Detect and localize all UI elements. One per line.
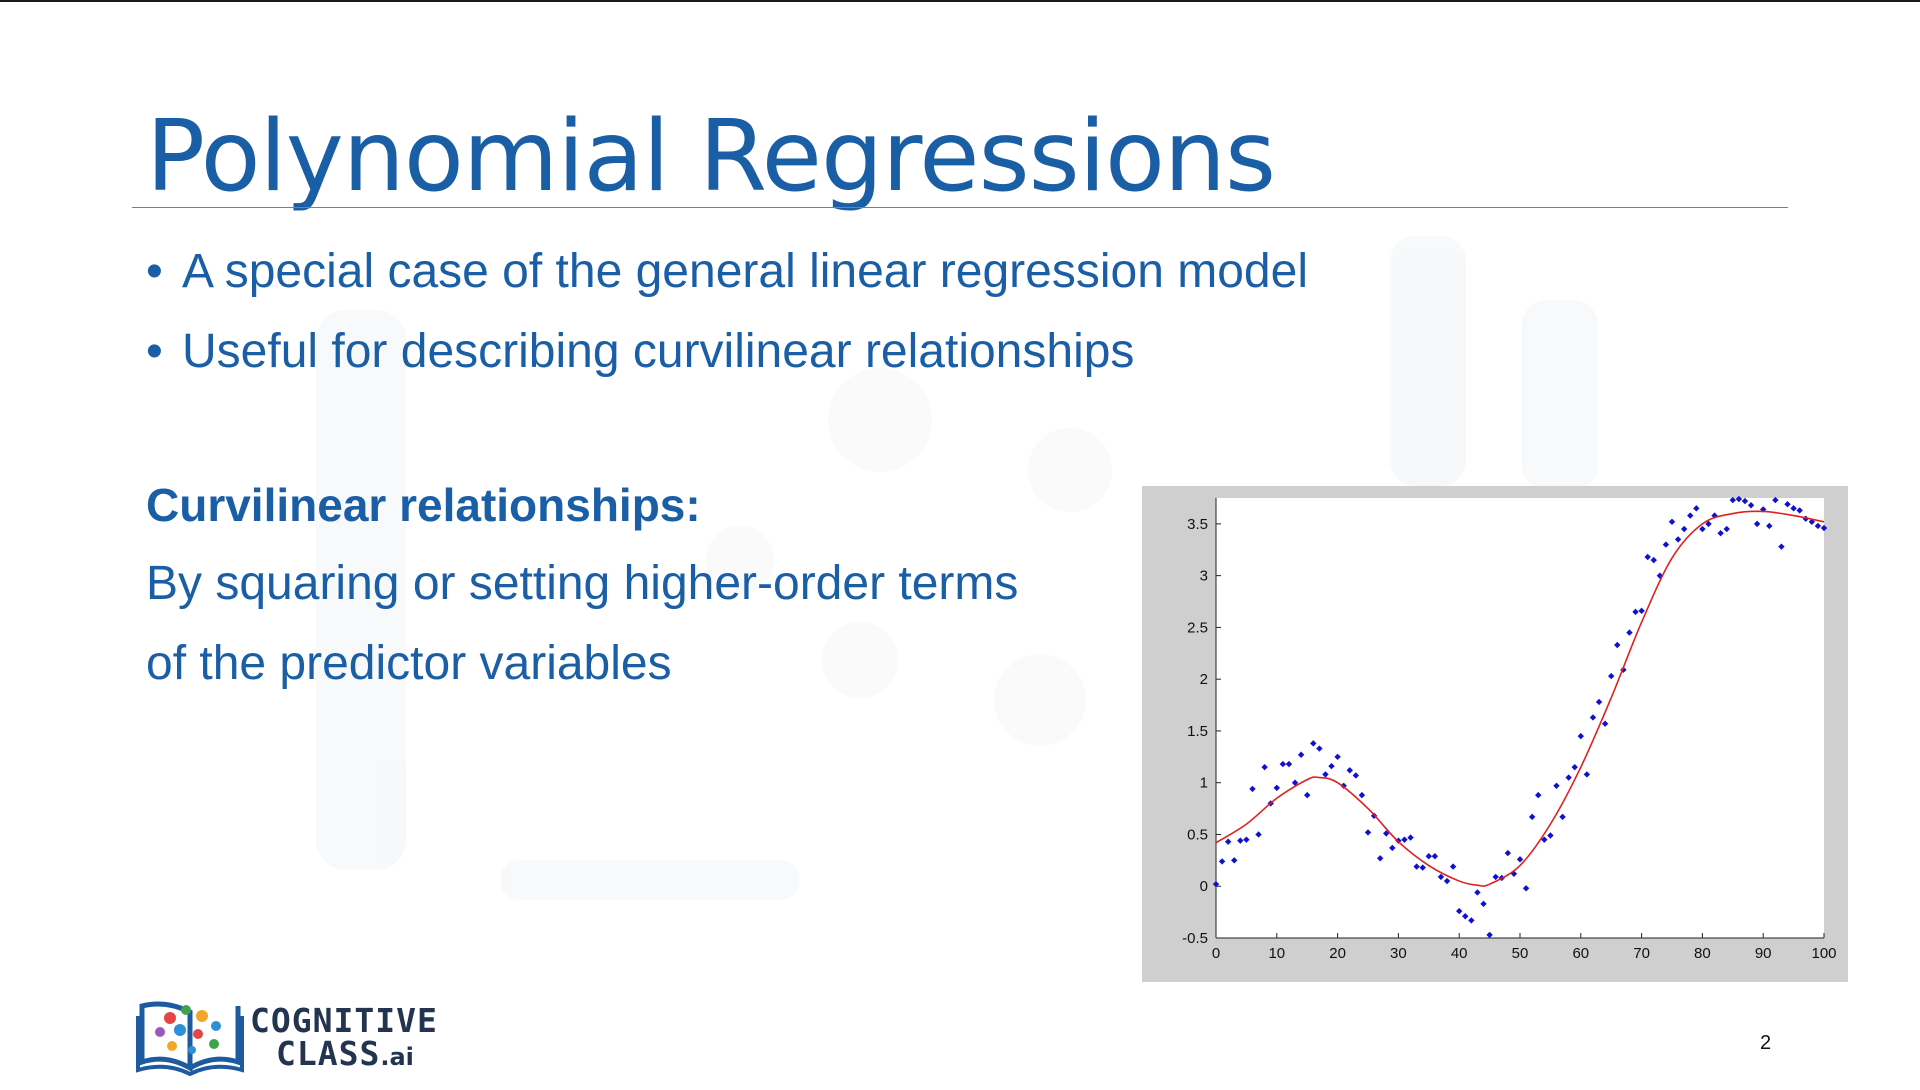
y-tick-label: 1.5 — [1187, 723, 1208, 740]
y-tick-label: 0.5 — [1187, 826, 1208, 843]
bullet-item: • Useful for describing curvilinear relat… — [146, 312, 1308, 392]
data-point — [1753, 520, 1761, 528]
data-point — [1784, 501, 1791, 508]
data-point — [1468, 917, 1475, 924]
logo-wordmark: COGNITIVE CLASS.ai — [250, 1004, 438, 1074]
x-tick-label: 80 — [1694, 945, 1711, 962]
data-point — [1735, 495, 1743, 503]
y-tick-label: 2 — [1200, 671, 1208, 688]
scatter-chart: 0 10 20 30 40 50 60 70 80 90 100-0.500.511.522.533… — [1182, 495, 1837, 962]
x-tick-label: 30 — [1390, 945, 1407, 962]
data-point — [1772, 496, 1779, 504]
data-point — [1680, 525, 1688, 533]
data-point — [1674, 536, 1682, 543]
bullet-text: A special case of the general linear reg… — [182, 245, 1308, 298]
section-heading: Curvilinear relationships: — [146, 479, 701, 531]
cognitive-class-logo: COGNITIVE CLASS.ai — [136, 996, 456, 1076]
x-tick-label: 0 — [1212, 945, 1220, 962]
data-point — [1668, 518, 1676, 526]
logo-suffix: .ai — [380, 1043, 414, 1071]
slide-title: Polynomial Regressions — [146, 100, 1276, 214]
x-tick-label: 50 — [1512, 945, 1529, 962]
y-tick-label: 1 — [1200, 775, 1208, 792]
data-point — [1741, 497, 1749, 505]
data-point — [1364, 829, 1372, 836]
data-point — [1638, 607, 1645, 615]
body-text-line: of the predictor variables — [146, 637, 672, 690]
x-tick-label: 90 — [1755, 945, 1772, 962]
page-number: 2 — [1760, 1032, 1772, 1054]
data-point — [1699, 525, 1706, 533]
data-point — [1656, 572, 1664, 579]
data-point — [1376, 855, 1384, 862]
y-tick-label: 0 — [1200, 878, 1208, 895]
x-tick-label: 100 — [1811, 945, 1836, 962]
top-rule — [0, 0, 1920, 2]
data-point — [1535, 791, 1542, 799]
fit-curve — [1215, 510, 1825, 887]
data-point — [1601, 720, 1609, 727]
bullet-item: • A special case of the general linear re… — [146, 232, 1308, 312]
plot-area — [1216, 498, 1824, 938]
bullet-dot-icon: • — [146, 325, 163, 378]
data-point — [1820, 524, 1828, 532]
data-point — [1510, 870, 1518, 878]
title-divider — [132, 207, 1788, 208]
logo-line-1: COGNITIVE — [250, 1001, 438, 1040]
data-point — [1650, 556, 1657, 564]
bullet-text: Useful for describing curvilinear relati… — [182, 325, 1135, 378]
data-point — [1723, 525, 1730, 533]
data-point — [1790, 505, 1797, 512]
data-point — [1796, 507, 1803, 514]
data-point — [1760, 506, 1767, 513]
y-tick-label: 3 — [1200, 568, 1208, 585]
data-point — [1346, 767, 1353, 774]
data-point — [1717, 530, 1724, 537]
data-point — [1224, 838, 1232, 845]
x-tick-label: 10 — [1268, 945, 1285, 962]
data-point — [1711, 512, 1718, 519]
data-point — [1212, 880, 1220, 888]
data-point — [1516, 856, 1524, 863]
data-point — [1443, 877, 1451, 885]
data-point — [1693, 505, 1700, 512]
data-point — [1687, 512, 1694, 519]
x-tick-label: 60 — [1572, 945, 1589, 962]
data-point — [1553, 782, 1560, 790]
bullet-list: • A special case of the general linear re… — [146, 232, 1308, 392]
data-point — [1814, 522, 1822, 530]
x-tick-label: 20 — [1329, 945, 1346, 962]
y-tick-label: -0.5 — [1182, 930, 1208, 947]
y-tick-label: 3.5 — [1187, 516, 1208, 533]
data-point — [1808, 518, 1816, 526]
data-point — [1729, 496, 1736, 504]
logo-line-2: CLASS — [276, 1034, 381, 1073]
data-point — [1747, 502, 1755, 509]
data-point — [1383, 830, 1390, 837]
logo-line-2-group: CLASS.ai — [250, 1037, 438, 1074]
body-text-line: By squaring or setting higher-order term… — [146, 557, 1019, 610]
logo-book-icon — [136, 1001, 244, 1076]
data-point — [1662, 541, 1670, 548]
data-point — [1778, 543, 1785, 550]
data-point — [1431, 853, 1439, 860]
bullet-dot-icon: • — [146, 245, 163, 298]
y-tick-label: 2.5 — [1187, 619, 1208, 636]
chart-frame: 0 10 20 30 40 50 60 70 80 90 100 -0.5 0 0.5 1 1.5 2 2.5 3 3… — [1142, 486, 1848, 982]
data-point — [1322, 771, 1329, 778]
x-tick-label: 40 — [1451, 945, 1468, 962]
x-tick-label: 70 — [1633, 945, 1650, 962]
